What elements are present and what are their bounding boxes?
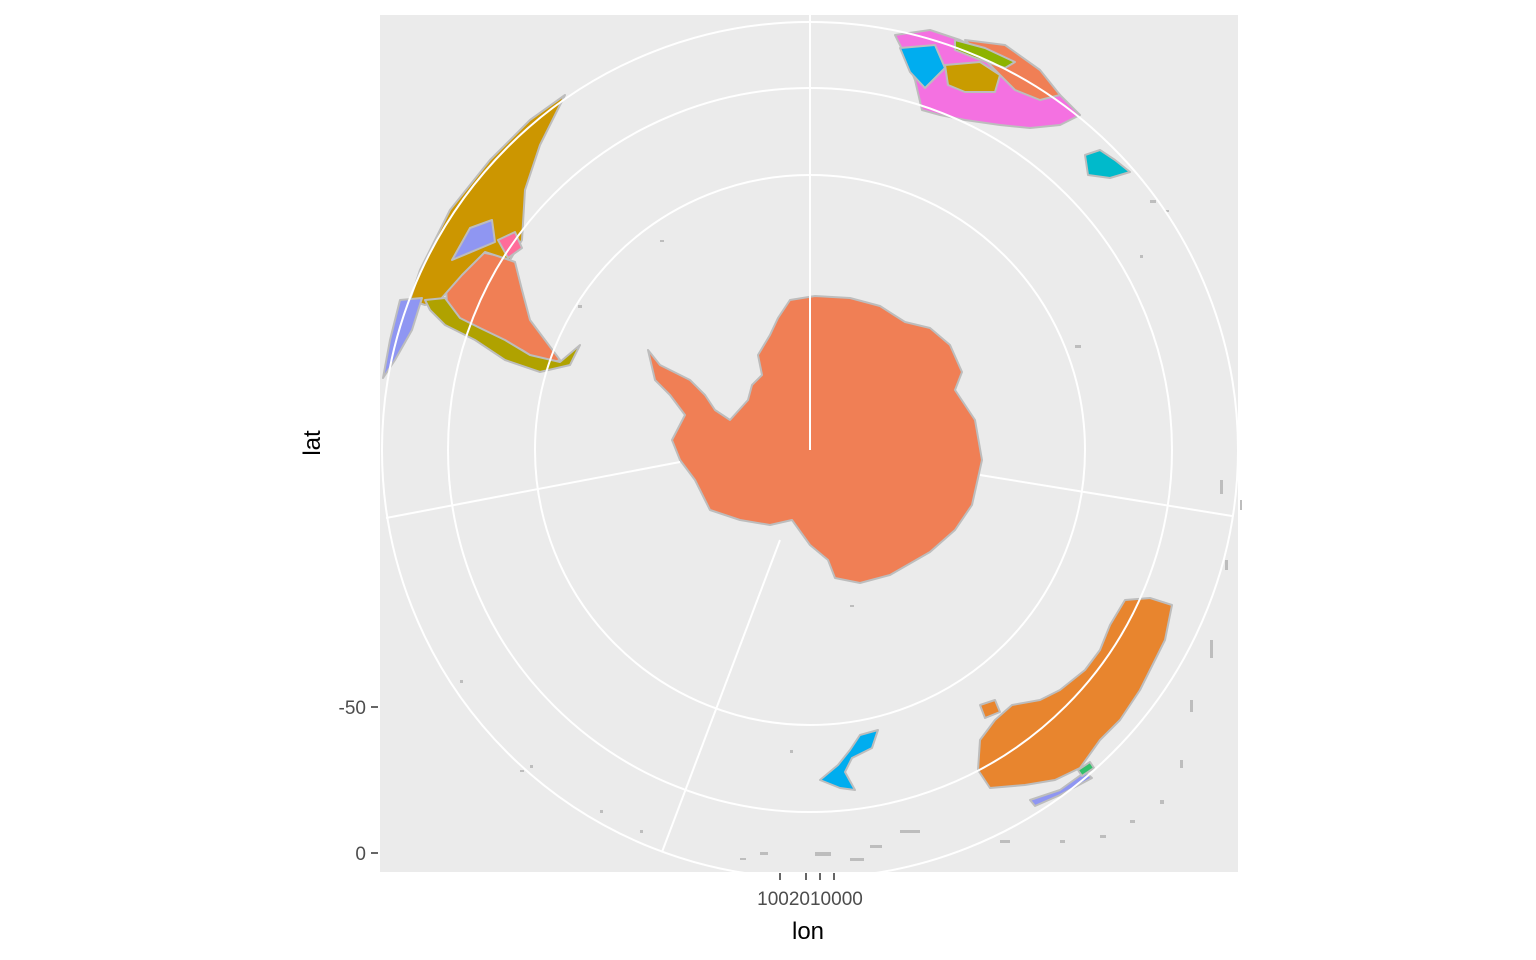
small-island — [850, 605, 854, 607]
y-axis-title: lat — [299, 430, 326, 456]
small-island — [1210, 640, 1213, 658]
region-madagascar — [1084, 149, 1131, 179]
region-south-america-patagonia — [424, 297, 581, 373]
y-axis: -50 0 lat — [299, 430, 378, 865]
small-island — [790, 750, 793, 753]
small-island — [1220, 480, 1223, 494]
small-island — [578, 305, 582, 308]
y-tick-label: 0 — [355, 844, 366, 865]
small-island — [815, 852, 831, 856]
small-island — [530, 765, 533, 768]
small-island — [1225, 560, 1228, 570]
small-island — [1180, 760, 1183, 768]
small-island — [850, 858, 864, 861]
region-tasmania — [979, 699, 1001, 719]
small-island — [870, 845, 882, 848]
grid-meridian-west — [385, 461, 681, 519]
small-island — [1190, 700, 1193, 712]
region-africa-west — [899, 44, 946, 89]
grid-meridian-south — [661, 539, 781, 853]
small-islands — [460, 200, 1242, 861]
small-island — [740, 858, 746, 860]
small-island — [1075, 345, 1081, 348]
small-island — [1100, 835, 1106, 838]
small-island — [1000, 840, 1010, 843]
grid-meridian-east — [979, 474, 1233, 517]
small-island — [460, 680, 463, 683]
x-axis: 1002010000 lon — [757, 873, 863, 945]
region-south-america-chile-north — [451, 219, 496, 261]
small-island — [760, 852, 768, 855]
x-tick-labels-overlapping: 1002010000 — [757, 889, 863, 910]
graticule — [381, 15, 1239, 879]
small-island — [1165, 210, 1169, 212]
region-papua-strip — [1029, 771, 1093, 807]
small-island — [1060, 840, 1065, 843]
x-axis-title: lon — [792, 918, 824, 945]
small-island — [640, 830, 643, 833]
region-new-zealand — [819, 729, 879, 791]
small-island — [1140, 255, 1143, 258]
small-island — [1150, 200, 1156, 203]
small-island — [1240, 500, 1242, 510]
y-tick-label: -50 — [339, 698, 366, 719]
small-island — [600, 810, 603, 813]
small-island — [1160, 800, 1164, 804]
region-antarctica — [647, 295, 983, 584]
small-island — [660, 240, 664, 242]
small-island — [900, 830, 920, 833]
region-papua-green — [1077, 761, 1095, 777]
region-africa-central — [944, 61, 1001, 93]
small-island — [1130, 820, 1135, 823]
small-island — [520, 770, 524, 772]
